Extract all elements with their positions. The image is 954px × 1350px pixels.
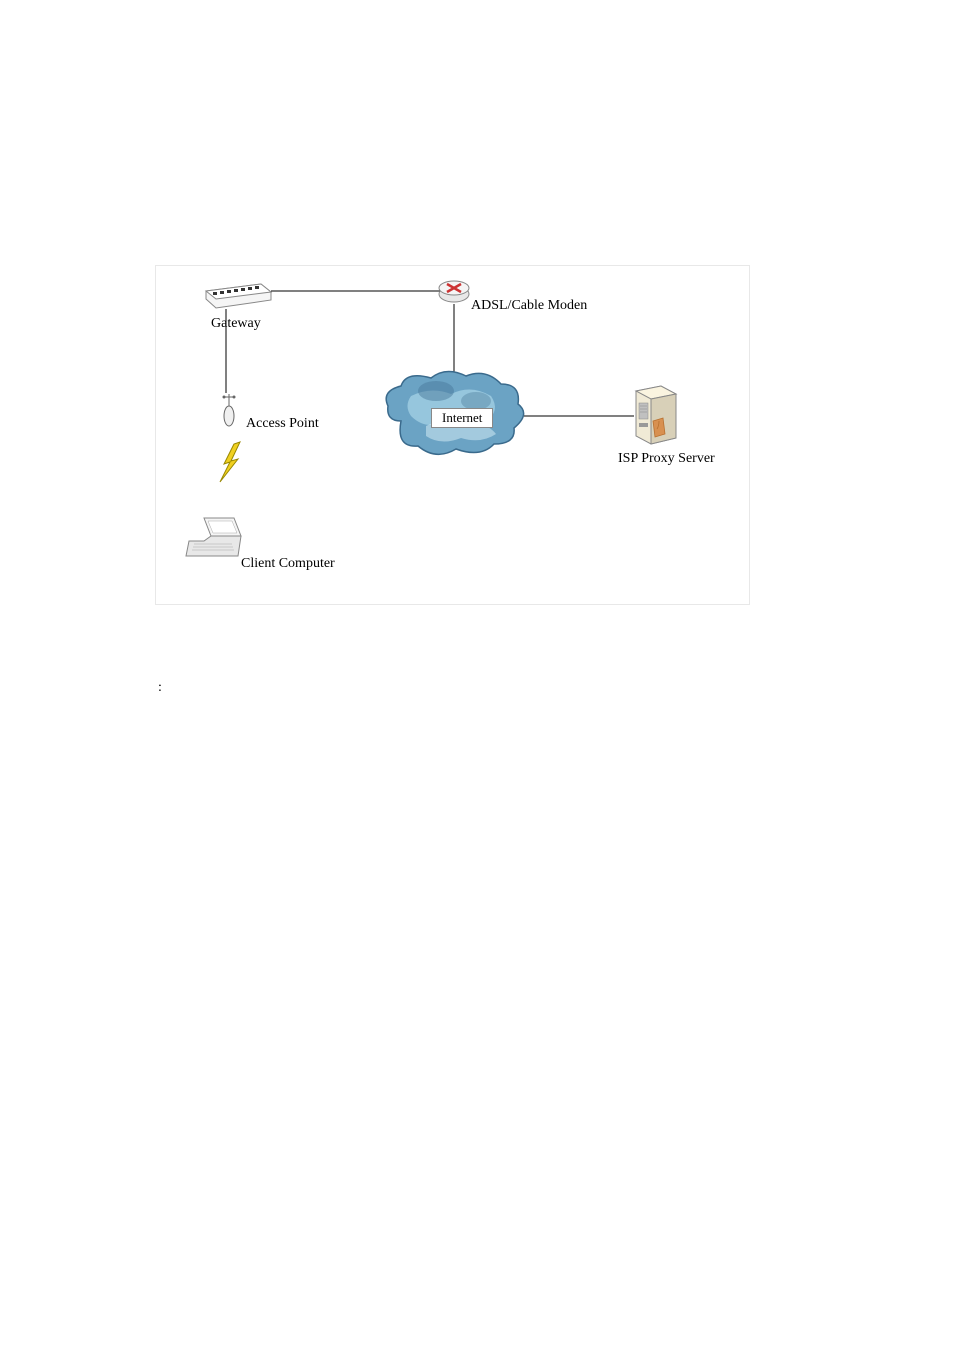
footer-colon: : (158, 680, 162, 696)
network-diagram: Internet Gateway ADSL/Cable Moden Access… (155, 265, 750, 605)
isp-server-label: ISP Proxy Server (618, 451, 715, 467)
access-point-icon (223, 394, 236, 426)
access-point-label: Access Point (246, 416, 319, 432)
client-label: Client Computer (241, 556, 335, 572)
gateway-icon (206, 284, 271, 308)
wireless-signal-icon (220, 442, 240, 482)
internet-label: Internet (431, 408, 493, 428)
client-computer-icon (186, 518, 241, 556)
internet-label-text: Internet (442, 410, 482, 425)
modem-label: ADSL/Cable Moden (471, 298, 587, 314)
gateway-label: Gateway (211, 316, 261, 332)
isp-server-icon (636, 386, 676, 444)
modem-icon (439, 281, 469, 302)
